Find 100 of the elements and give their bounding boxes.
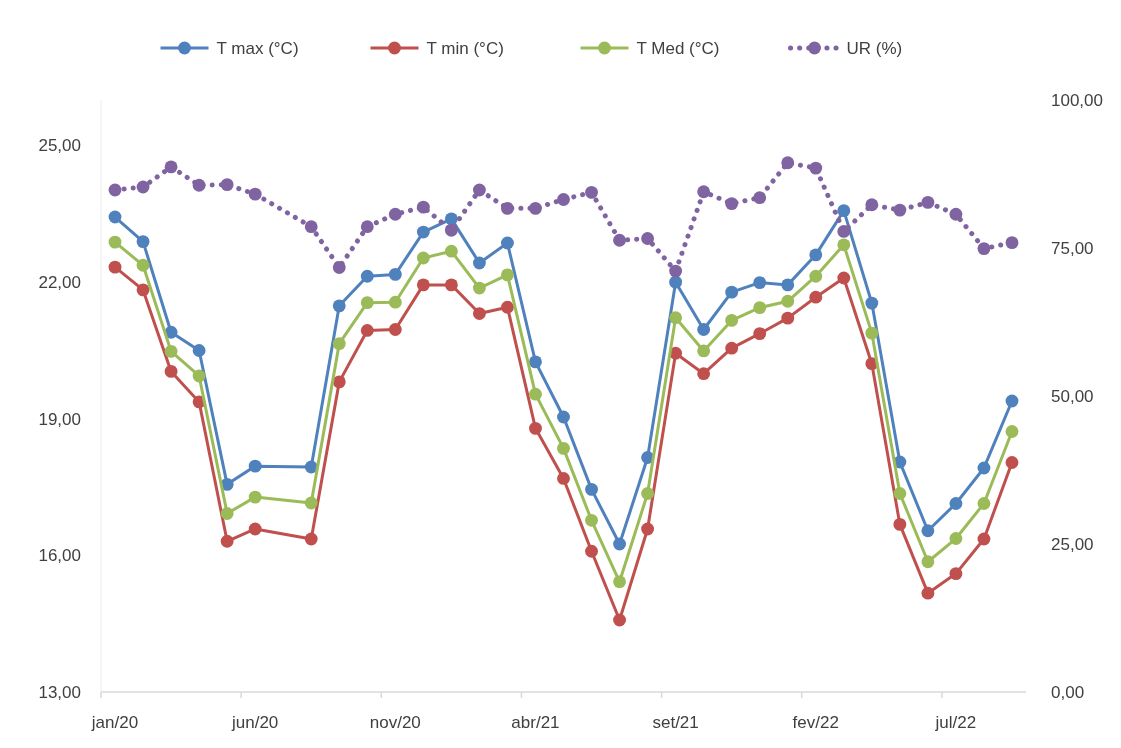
point bbox=[613, 233, 626, 247]
point bbox=[388, 295, 402, 309]
point bbox=[781, 311, 795, 325]
point bbox=[809, 248, 823, 262]
point bbox=[921, 524, 935, 538]
point bbox=[136, 283, 150, 297]
y-tick-label: 19,00 bbox=[38, 409, 81, 429]
point bbox=[360, 296, 374, 310]
point bbox=[472, 256, 486, 270]
point bbox=[304, 532, 318, 546]
point bbox=[332, 375, 346, 389]
point bbox=[557, 410, 570, 424]
point bbox=[444, 244, 458, 258]
x-tick-label: abr/21 bbox=[511, 713, 560, 732]
point bbox=[837, 204, 851, 218]
y2-tick-label: 50,00 bbox=[1051, 386, 1094, 406]
point bbox=[444, 212, 458, 226]
point bbox=[725, 285, 739, 299]
point bbox=[388, 267, 402, 281]
point bbox=[416, 278, 430, 292]
point bbox=[921, 196, 935, 209]
point bbox=[669, 275, 683, 289]
point bbox=[585, 513, 598, 527]
point bbox=[641, 522, 655, 536]
point bbox=[192, 178, 206, 192]
point bbox=[416, 225, 430, 239]
point bbox=[585, 482, 598, 496]
point bbox=[557, 441, 570, 455]
point bbox=[949, 207, 963, 221]
point bbox=[893, 518, 907, 531]
point bbox=[108, 210, 122, 224]
point bbox=[416, 200, 430, 214]
y2-tick-label: 0,00 bbox=[1051, 682, 1085, 702]
x-tick-label: nov/20 bbox=[369, 713, 421, 732]
point bbox=[472, 281, 486, 295]
legend-label: UR (%) bbox=[846, 38, 903, 58]
point bbox=[529, 355, 542, 369]
point bbox=[501, 236, 514, 250]
point bbox=[108, 235, 122, 249]
point bbox=[781, 294, 795, 308]
point bbox=[697, 344, 711, 358]
x-tick-label: jan/20 bbox=[90, 713, 139, 732]
point bbox=[613, 613, 626, 627]
point bbox=[164, 160, 178, 174]
y-tick-label: 13,00 bbox=[38, 682, 81, 702]
point bbox=[865, 326, 879, 340]
point bbox=[585, 544, 598, 558]
point bbox=[248, 187, 262, 201]
point bbox=[557, 193, 570, 206]
y-tick-label: 25,00 bbox=[38, 136, 81, 156]
point bbox=[697, 185, 711, 199]
point bbox=[529, 387, 542, 401]
point bbox=[388, 207, 402, 221]
point bbox=[837, 225, 851, 238]
point bbox=[444, 278, 458, 292]
legend-label: T min (°C) bbox=[426, 38, 504, 58]
point bbox=[613, 575, 626, 589]
point bbox=[753, 191, 767, 205]
point bbox=[220, 507, 234, 520]
point bbox=[949, 497, 963, 510]
point bbox=[669, 311, 683, 325]
point bbox=[108, 183, 122, 197]
point bbox=[108, 260, 122, 274]
point bbox=[977, 461, 991, 475]
point bbox=[248, 522, 262, 536]
point bbox=[332, 261, 346, 274]
point bbox=[977, 497, 991, 510]
x-tick-label: jul/22 bbox=[934, 713, 977, 732]
point bbox=[949, 567, 963, 581]
point bbox=[809, 161, 823, 175]
point bbox=[977, 242, 991, 256]
point bbox=[865, 296, 879, 310]
point bbox=[164, 344, 178, 358]
y2-tick-label: 100,00 bbox=[1051, 90, 1103, 110]
point bbox=[472, 307, 486, 320]
point bbox=[220, 178, 234, 192]
point bbox=[360, 220, 374, 234]
point bbox=[220, 534, 234, 548]
x-tick-label: set/21 bbox=[652, 713, 699, 732]
point bbox=[1005, 456, 1019, 469]
point bbox=[332, 299, 346, 313]
point bbox=[725, 197, 739, 211]
point bbox=[893, 203, 907, 217]
point bbox=[977, 532, 991, 546]
point bbox=[136, 258, 150, 272]
point bbox=[444, 223, 458, 237]
point bbox=[360, 269, 374, 283]
point bbox=[669, 264, 683, 278]
point bbox=[1005, 425, 1019, 438]
point bbox=[136, 180, 150, 194]
point bbox=[697, 323, 711, 336]
point bbox=[557, 472, 570, 485]
point bbox=[809, 269, 823, 283]
point bbox=[753, 301, 767, 315]
point bbox=[472, 183, 486, 197]
point bbox=[753, 327, 767, 341]
point bbox=[921, 586, 935, 600]
point bbox=[501, 300, 514, 314]
x-tick-label: fev/22 bbox=[792, 713, 839, 732]
point bbox=[1005, 394, 1019, 408]
